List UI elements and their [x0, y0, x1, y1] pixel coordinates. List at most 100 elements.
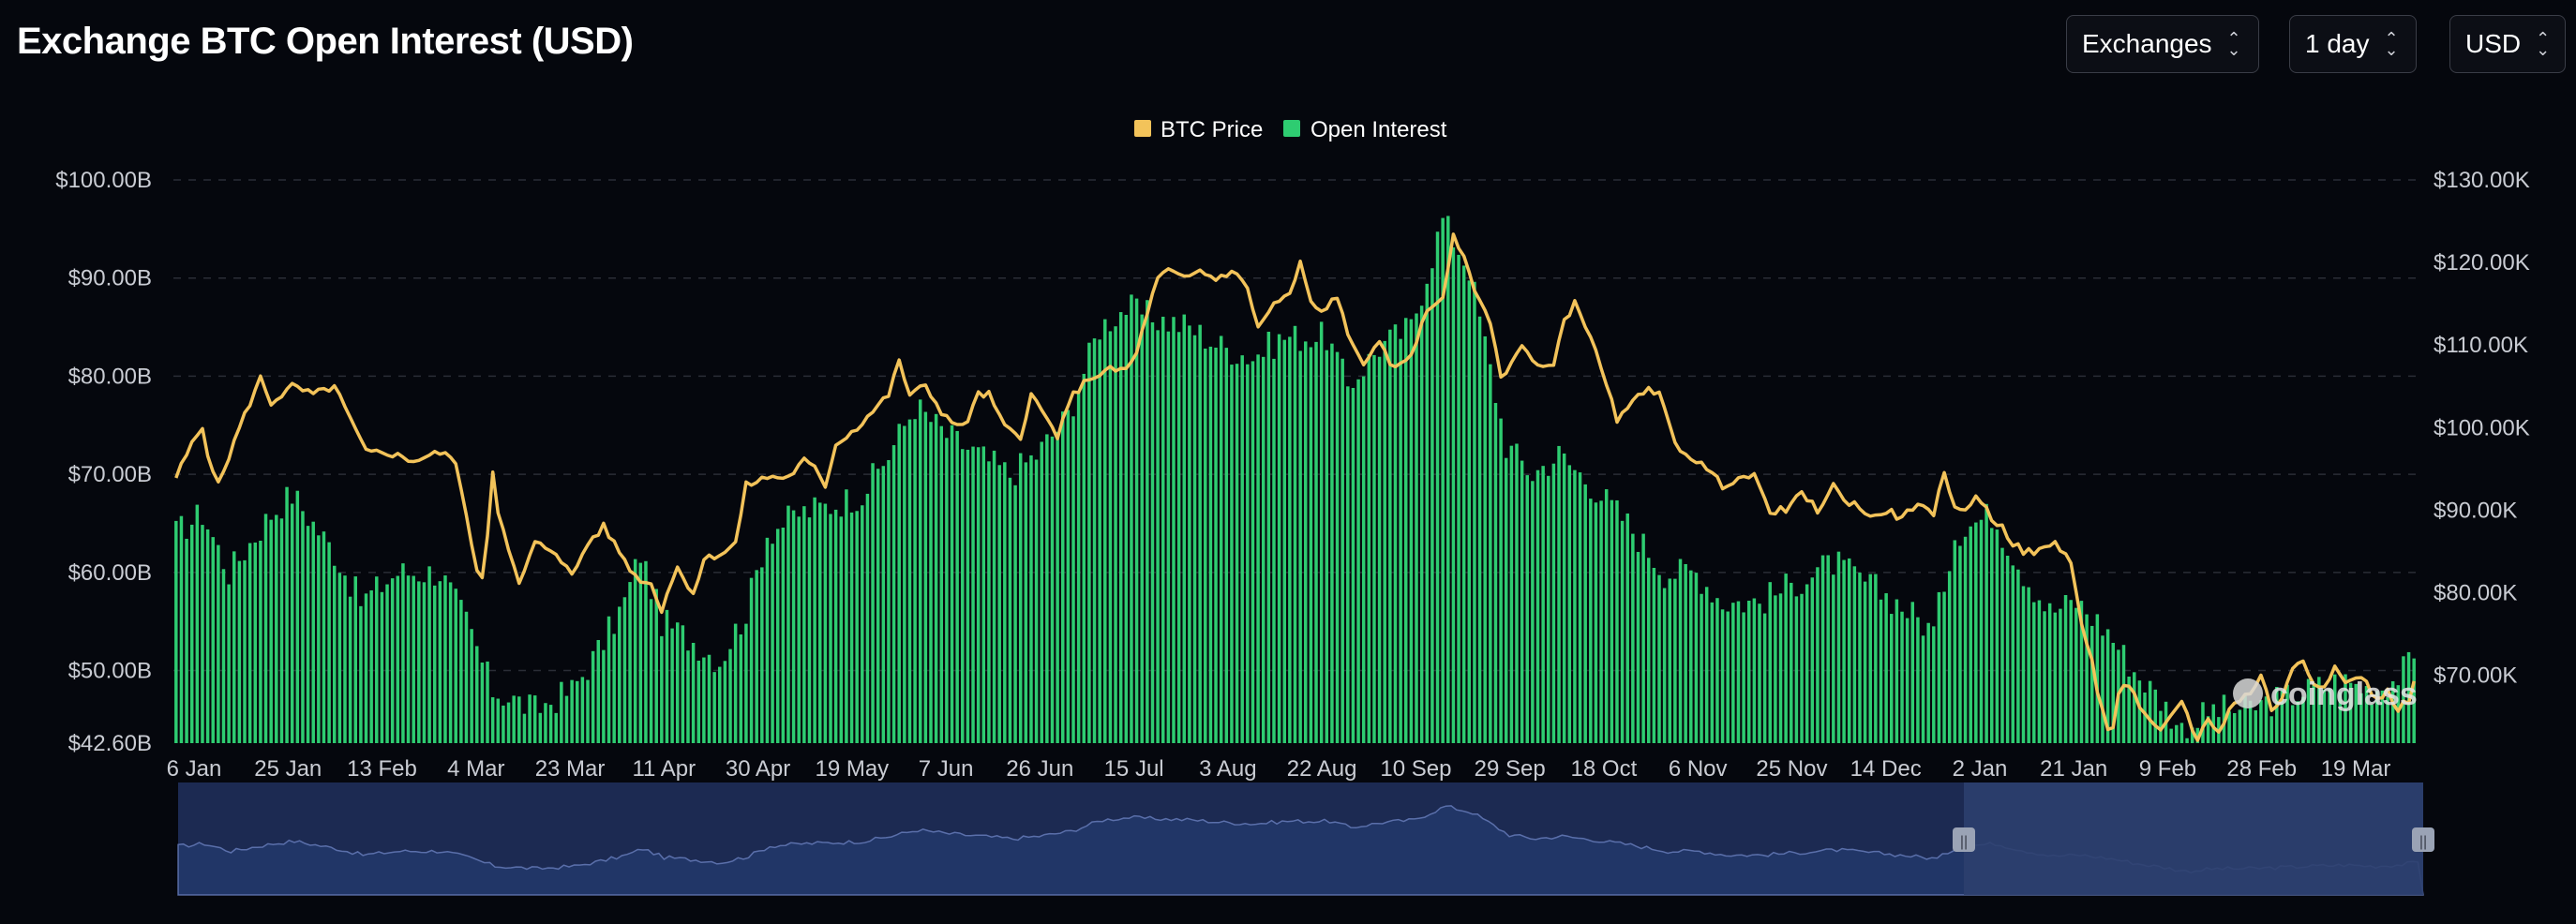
open-interest-bar: [1890, 614, 1894, 743]
open-interest-bar: [728, 648, 732, 743]
open-interest-bar: [1403, 318, 1408, 743]
navigator[interactable]: || ||: [177, 782, 2434, 896]
open-interest-bar: [185, 538, 188, 743]
open-interest-bar: [1820, 555, 1825, 743]
navigator-selection[interactable]: [1964, 782, 2423, 895]
open-interest-bar: [2190, 727, 2194, 743]
open-interest-bar: [686, 650, 690, 743]
x-tick-label: 30 Apr: [726, 756, 790, 782]
open-interest-bar: [733, 623, 738, 743]
open-interest-bar: [1330, 343, 1334, 743]
open-interest-bar: [253, 542, 258, 743]
open-interest-bar: [1018, 453, 1023, 743]
exchange-select[interactable]: Exchanges ⌃ ⌄: [2066, 15, 2259, 73]
open-interest-bar: [1520, 460, 1524, 743]
open-interest-bar: [211, 537, 215, 743]
open-interest-bar: [1134, 298, 1139, 743]
open-interest-bar: [1900, 611, 1904, 743]
open-interest-bar: [2043, 611, 2046, 743]
open-interest-bar: [612, 633, 616, 743]
open-interest-bar: [2047, 603, 2052, 743]
open-interest-bar: [1984, 503, 1988, 743]
interval-select-label: 1 day: [2305, 29, 2370, 58]
open-interest-bar: [295, 490, 300, 743]
open-interest-bar: [1937, 591, 1941, 743]
currency-select[interactable]: USD ⌃ ⌄: [2449, 15, 2566, 73]
x-axis: 6 Jan 25 Jan 13 Feb 4 Mar 23 Mar 11 Apr 30 Apr…: [167, 756, 2391, 782]
open-interest-bar: [786, 505, 790, 743]
open-interest-bar: [1989, 528, 1994, 743]
open-interest-bar: [1678, 559, 1683, 743]
open-interest-bar: [221, 569, 226, 743]
open-interest-bar: [1684, 563, 1687, 743]
open-interest-bar: [1029, 455, 1033, 743]
navigator-left-handle[interactable]: ||: [1953, 827, 1975, 852]
open-interest-bar: [1884, 593, 1888, 743]
y-left-tick-label: $60.00B: [68, 560, 152, 586]
open-interest-bar: [1969, 526, 1972, 743]
open-interest-bar: [2312, 683, 2315, 743]
open-interest-bar: [1589, 499, 1593, 743]
open-interest-bar: [744, 623, 748, 743]
open-interest-bar: [1599, 500, 1603, 743]
interval-select[interactable]: 1 day ⌃ ⌄: [2289, 15, 2417, 73]
open-interest-bar: [2243, 694, 2247, 743]
open-interest-bar: [301, 511, 305, 743]
open-interest-bar: [1388, 329, 1392, 743]
open-interest-bar: [380, 591, 384, 743]
open-interest-bar: [1953, 540, 1957, 743]
open-interest-bar: [2105, 629, 2110, 743]
open-interest-bar: [1071, 416, 1075, 743]
open-interest-bar: [2264, 696, 2269, 743]
open-interest-bar: [247, 543, 252, 743]
open-interest-bar: [544, 703, 547, 743]
open-interest-bar: [237, 560, 242, 743]
open-interest-bar: [1325, 350, 1329, 743]
open-interest-bar: [1351, 387, 1355, 743]
x-tick-label: 9 Feb: [2139, 756, 2196, 782]
open-interest-bar: [217, 544, 220, 743]
open-interest-bar: [2238, 709, 2242, 743]
open-interest-bar: [195, 504, 200, 743]
open-interest-bar: [992, 450, 996, 743]
x-tick-label: 29 Sep: [1475, 756, 1546, 782]
open-interest-bar: [1161, 316, 1165, 743]
open-interest-bar: [1340, 358, 1344, 743]
open-interest-bar: [2328, 689, 2331, 743]
open-interest-bar: [1647, 558, 1651, 743]
open-interest-bar: [997, 465, 1001, 743]
open-interest-bar: [227, 584, 231, 743]
open-interest-bar: [1166, 331, 1171, 743]
open-interest-bar: [348, 596, 352, 743]
open-interest-bar: [1847, 558, 1851, 743]
open-interest-bar: [1790, 582, 1793, 743]
x-tick-label: 28 Feb: [2226, 756, 2297, 782]
open-interest-bar: [739, 634, 743, 743]
open-interest-bar: [1003, 462, 1007, 743]
updown-chevron-icon: ⌃ ⌄: [2536, 29, 2551, 59]
open-interest-bar: [2206, 716, 2210, 743]
open-interest-bar: [359, 605, 363, 743]
navigator-right-handle[interactable]: ||: [2412, 827, 2434, 852]
open-interest-bar: [1947, 571, 1952, 743]
legend-item-open-interest[interactable]: Open Interest: [1283, 117, 1447, 142]
open-interest-bar: [1974, 522, 1978, 743]
open-interest-bar: [771, 544, 774, 743]
legend-item-btc-price[interactable]: BTC Price: [1134, 117, 1263, 142]
open-interest-bar: [934, 413, 938, 743]
open-interest-bar: [1657, 574, 1661, 743]
open-interest-bar: [1832, 574, 1835, 743]
y-axis-right: $130.00K $120.00K $110.00K $100.00K $90.00K $…: [2434, 168, 2530, 689]
open-interest-bar: [1045, 434, 1049, 743]
open-interest-bar: [1662, 588, 1667, 743]
open-interest-bar: [232, 551, 236, 743]
y-left-tick-label: $42.60B: [68, 731, 152, 756]
open-interest-bar: [1504, 457, 1508, 743]
open-interest-bar: [2338, 692, 2343, 743]
y-right-tick-label: $100.00K: [2434, 415, 2530, 440]
open-interest-bar: [279, 518, 284, 743]
open-interest-bar: [1604, 489, 1609, 743]
open-interest-bar: [1435, 231, 1440, 744]
open-interest-bar: [1610, 499, 1614, 743]
open-interest-bar: [849, 512, 854, 743]
